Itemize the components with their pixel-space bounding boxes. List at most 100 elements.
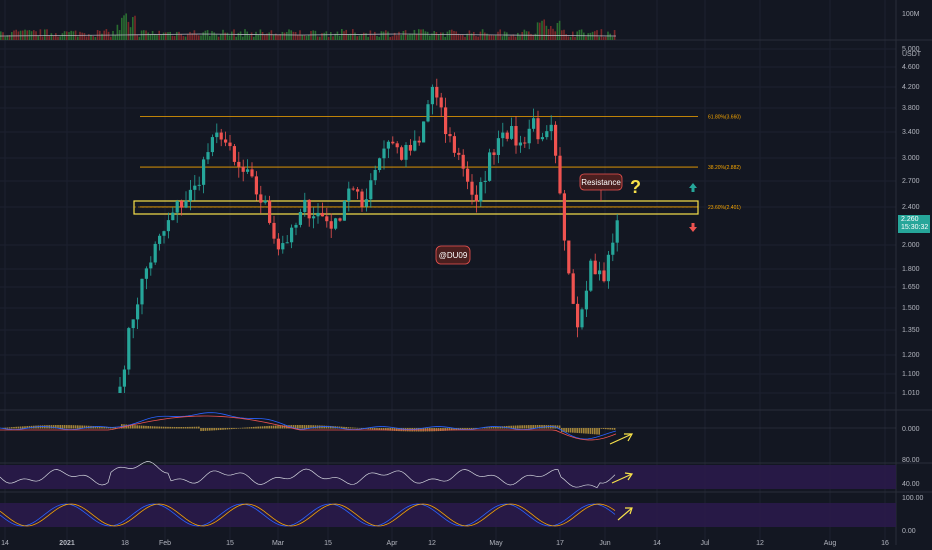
volume-bar: [6, 35, 9, 40]
candle-body: [210, 137, 214, 153]
candle-body: [474, 194, 478, 202]
candle-body: [514, 126, 518, 146]
candle-body: [338, 218, 342, 221]
volume-bar: [171, 35, 174, 40]
candle-body: [202, 159, 206, 185]
candle-body: [479, 182, 483, 202]
candle-body: [386, 141, 390, 149]
volume-bar: [140, 30, 143, 40]
volume-bar: [94, 36, 97, 40]
macd-histogram-bar: [398, 428, 400, 432]
candle-body: [589, 260, 593, 291]
volume-bar: [250, 32, 253, 40]
macd-histogram-bar: [28, 425, 31, 429]
volume-bar: [191, 33, 193, 40]
candle-body: [545, 131, 549, 138]
macd-histogram-bar: [448, 428, 451, 431]
macd-histogram-bar: [257, 426, 259, 429]
volume-bar: [59, 36, 61, 40]
macd-histogram-bar: [389, 428, 391, 431]
candle-body: [171, 212, 175, 221]
volume-bar: [477, 36, 479, 40]
macd-histogram-bar: [132, 424, 134, 429]
macd-histogram-bar: [380, 428, 383, 431]
macd-histogram-bar: [382, 428, 385, 431]
candle-body: [562, 193, 566, 241]
macd-histogram-bar: [237, 428, 240, 429]
macd-histogram-bar: [99, 426, 101, 429]
candle-body: [153, 243, 157, 263]
volume-ma-line: [0, 33, 617, 37]
candle-body: [180, 201, 184, 208]
volume-bar: [37, 35, 39, 40]
candle-body: [206, 152, 210, 160]
macd-histogram-bar: [323, 425, 325, 429]
candle-body: [426, 104, 430, 122]
macd-histogram-bar: [209, 428, 211, 431]
macd-histogram-bar: [352, 427, 354, 429]
volume-bar: [13, 30, 15, 40]
volume-bar: [598, 36, 600, 40]
volume-bar: [462, 34, 464, 40]
volume-bar: [440, 32, 442, 40]
macd-histogram-bar: [356, 427, 358, 429]
macd-histogram-bar: [345, 427, 347, 429]
macd-histogram-bar: [136, 425, 138, 429]
candle-body: [615, 220, 619, 243]
macd-histogram-bar: [74, 425, 77, 429]
macd-histogram-bar: [114, 427, 116, 429]
volume-bar: [501, 36, 504, 40]
down-arrow-icon: [689, 223, 697, 232]
macd-histogram-bar: [253, 426, 255, 429]
candle-body: [356, 189, 360, 192]
volume-bar: [50, 33, 53, 40]
volume-bar: [455, 31, 457, 40]
macd-histogram-bar: [600, 428, 603, 429]
volume-bar: [226, 32, 229, 40]
macd-histogram-bar: [156, 426, 158, 429]
volume-bar: [176, 31, 178, 40]
volume-bar: [409, 33, 411, 40]
volume-bar: [279, 34, 281, 40]
macd-histogram-bar: [255, 426, 257, 429]
fib-levels: 61.80%(3.660) 38.20%(2.882) 23.60%(2.401): [140, 114, 741, 211]
volume-bar: [506, 32, 508, 40]
candle-body: [408, 144, 412, 151]
stoch-axis-label-low: 0.00: [902, 528, 916, 535]
volume-bar: [435, 32, 438, 40]
volume-bar: [354, 32, 356, 40]
price-tick-label: 1.500: [902, 305, 920, 312]
volume-bar: [376, 35, 378, 40]
candle-body: [241, 166, 245, 172]
macd-histogram-bar: [594, 428, 596, 435]
volume-bar: [437, 34, 440, 40]
candle-body: [144, 268, 148, 279]
macd-histogram-bar: [81, 425, 83, 429]
candle-body: [567, 240, 571, 274]
macd-histogram-bar: [55, 425, 57, 429]
macd-histogram-bar: [462, 428, 464, 430]
volume-bar: [426, 31, 429, 40]
candle-body: [466, 168, 470, 182]
macd-histogram-bar: [195, 426, 198, 429]
candle-body: [571, 273, 575, 304]
volume-bar: [367, 36, 369, 40]
volume-bar: [378, 36, 380, 40]
volume-bar: [385, 30, 387, 40]
candle-body: [250, 169, 254, 177]
time-tick-label: 14: [1, 540, 9, 547]
macd-histogram-bar: [602, 428, 605, 429]
macd-histogram-bar: [193, 426, 196, 429]
volume-bar: [22, 30, 24, 40]
fib-label: 38.20%(2.882): [708, 165, 741, 171]
volume-bar: [578, 29, 581, 40]
volume-bar: [365, 33, 367, 40]
macd-histogram-bar: [101, 426, 103, 429]
volume-bar: [255, 31, 257, 40]
volume-bar: [543, 19, 545, 40]
macd-histogram-bar: [486, 427, 488, 429]
macd-histogram-bar: [299, 425, 301, 429]
candle-body: [549, 124, 553, 132]
macd-histogram-bar: [583, 428, 585, 434]
volume-bar: [246, 31, 248, 40]
